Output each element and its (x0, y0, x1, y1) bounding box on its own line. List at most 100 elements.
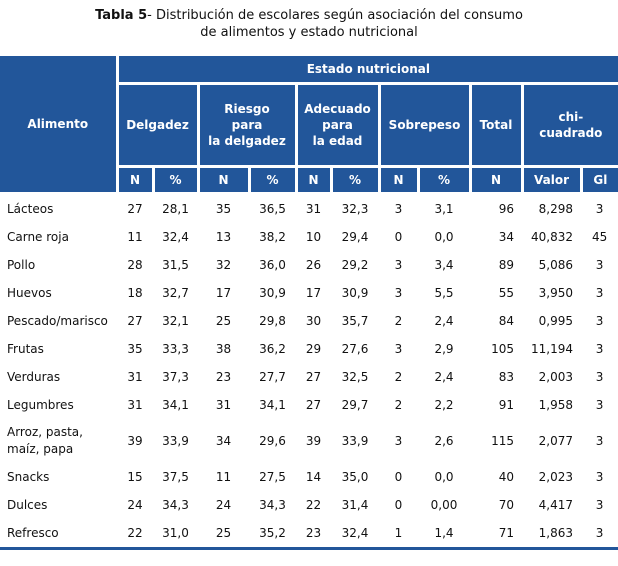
cell-value: 35,7 (341, 314, 369, 328)
header-total: Total (468, 83, 524, 168)
table-row: Huevos 18 32,7 17 30,9 17 30,9 3 5,5 55 3,950 3 (0, 279, 618, 307)
cell-value: 0,0 (434, 470, 454, 484)
cell-value: 83 (498, 370, 514, 384)
header-adecuado: Adecuado para la edad (294, 83, 381, 168)
cell-value: 10 (305, 230, 322, 244)
cell-value: 3 (595, 526, 604, 540)
cell-value: 3 (394, 202, 403, 216)
cell-value: 29,7 (341, 398, 369, 412)
subheader-n: N (294, 166, 333, 195)
cell-value: 27,7 (259, 370, 286, 384)
cell-value: 32,3 (341, 202, 369, 216)
cell-value: 27,5 (259, 470, 286, 484)
cell-value: 33,3 (162, 342, 189, 356)
subheader-pct: % (329, 166, 381, 195)
cell-value: 32 (215, 258, 232, 272)
cell-value: 32,1 (162, 314, 189, 328)
cell-value: 23 (305, 526, 322, 540)
header-sobrepeso: Sobrepeso (377, 83, 472, 168)
cell-value: 0 (394, 230, 403, 244)
cell-value: 25 (215, 314, 232, 328)
cell-value: 25 (215, 526, 232, 540)
cell-value: 31 (215, 398, 232, 412)
cell-value: 71 (498, 526, 514, 540)
food-name: Frutas (7, 342, 44, 356)
food-name: Lácteos (7, 202, 54, 216)
cell-value: 35,2 (259, 526, 286, 540)
food-name: Legumbres (7, 398, 74, 412)
cell-value: 84 (498, 314, 514, 328)
cell-value: 17 (215, 286, 232, 300)
cell-value: 3,950 (538, 286, 573, 300)
nutrition-table: Alimento Estado nutricional Delgadez Rie… (0, 56, 618, 550)
cell-value: 34,3 (162, 498, 189, 512)
cell-value: 40,832 (531, 230, 573, 244)
cell-value: 2,4 (434, 370, 454, 384)
cell-value: 3,1 (434, 202, 454, 216)
food-name: Dulces (7, 498, 48, 512)
caption-label: Tabla 5 (95, 8, 148, 23)
cell-value: 8,298 (538, 202, 573, 216)
cell-value: 3 (394, 258, 403, 272)
cell-value: 29,4 (341, 230, 369, 244)
cell-value: 35,0 (341, 470, 369, 484)
cell-value: 2,023 (538, 470, 573, 484)
cell-value: 1 (394, 526, 403, 540)
table-row: Legumbres 31 34,1 31 34,1 27 29,7 2 2,2 91 1,958 3 (0, 391, 618, 419)
cell-value: 36,0 (259, 258, 286, 272)
cell-value: 0,0 (434, 230, 454, 244)
header-estado-nutricional: Estado nutricional (115, 56, 618, 85)
cell-value: 40 (498, 470, 514, 484)
cell-value: 35 (127, 342, 143, 356)
cell-value: 34,1 (259, 398, 286, 412)
cell-value: 33,9 (162, 433, 189, 448)
cell-value: 34 (498, 230, 514, 244)
cell-value: 31 (305, 202, 322, 216)
cell-value: 70 (498, 498, 514, 512)
cell-value: 11 (215, 470, 232, 484)
cell-value: 89 (498, 258, 514, 272)
cell-value: 38 (215, 342, 232, 356)
cell-value: 32,4 (341, 526, 369, 540)
cell-value: 34,1 (162, 398, 189, 412)
food-name: Huevos (7, 286, 52, 300)
cell-value: 24 (127, 498, 143, 512)
cell-value: 91 (498, 398, 514, 412)
cell-value: 14 (305, 470, 322, 484)
cell-value: 1,958 (538, 398, 573, 412)
cell-value: 0 (394, 470, 403, 484)
cell-value: 27 (127, 202, 143, 216)
cell-value: 3 (394, 286, 403, 300)
cell-value: 36,2 (259, 342, 286, 356)
cell-value: 96 (498, 202, 514, 216)
cell-value: 3 (394, 433, 403, 448)
cell-value: 37,3 (162, 370, 189, 384)
subheader-pct: % (151, 166, 200, 195)
table-row: Dulces 24 34,3 24 34,3 22 31,4 0 0,00 70 4,417 3 (0, 491, 618, 519)
cell-value: 3 (595, 342, 604, 356)
table-row: Pollo 28 31,5 32 36,0 26 29,2 3 3,4 89 5,086 3 (0, 251, 618, 279)
cell-value: 3 (394, 342, 403, 356)
cell-value: 2 (394, 398, 403, 412)
cell-value: 27 (127, 314, 143, 328)
table-row: Carne roja 11 32,4 13 38,2 10 29,4 0 0,0 34 40,832… (0, 223, 618, 251)
cell-value: 30 (305, 314, 322, 328)
cell-value: 3 (595, 370, 604, 384)
cell-value: 32,5 (341, 370, 369, 384)
cell-value: 30,9 (259, 286, 286, 300)
subheader-pct: % (247, 166, 298, 195)
cell-value: 31 (127, 370, 143, 384)
cell-value: 35 (215, 202, 232, 216)
subheader-n: N (115, 166, 155, 195)
cell-value: 31,5 (162, 258, 189, 272)
cell-value: 2,9 (434, 342, 454, 356)
cell-value: 39 (127, 433, 143, 448)
subheader-n: N (196, 166, 251, 195)
cell-value: 3 (595, 398, 604, 412)
subheader-n: N (377, 166, 420, 195)
cell-value: 22 (127, 526, 143, 540)
cell-value: 3 (595, 258, 604, 272)
table-row: Pescado/marisco 27 32,1 25 29,8 30 35,7 2 2,4 84 0… (0, 307, 618, 335)
cell-value: 115 (491, 433, 514, 448)
cell-value: 11,194 (531, 342, 573, 356)
